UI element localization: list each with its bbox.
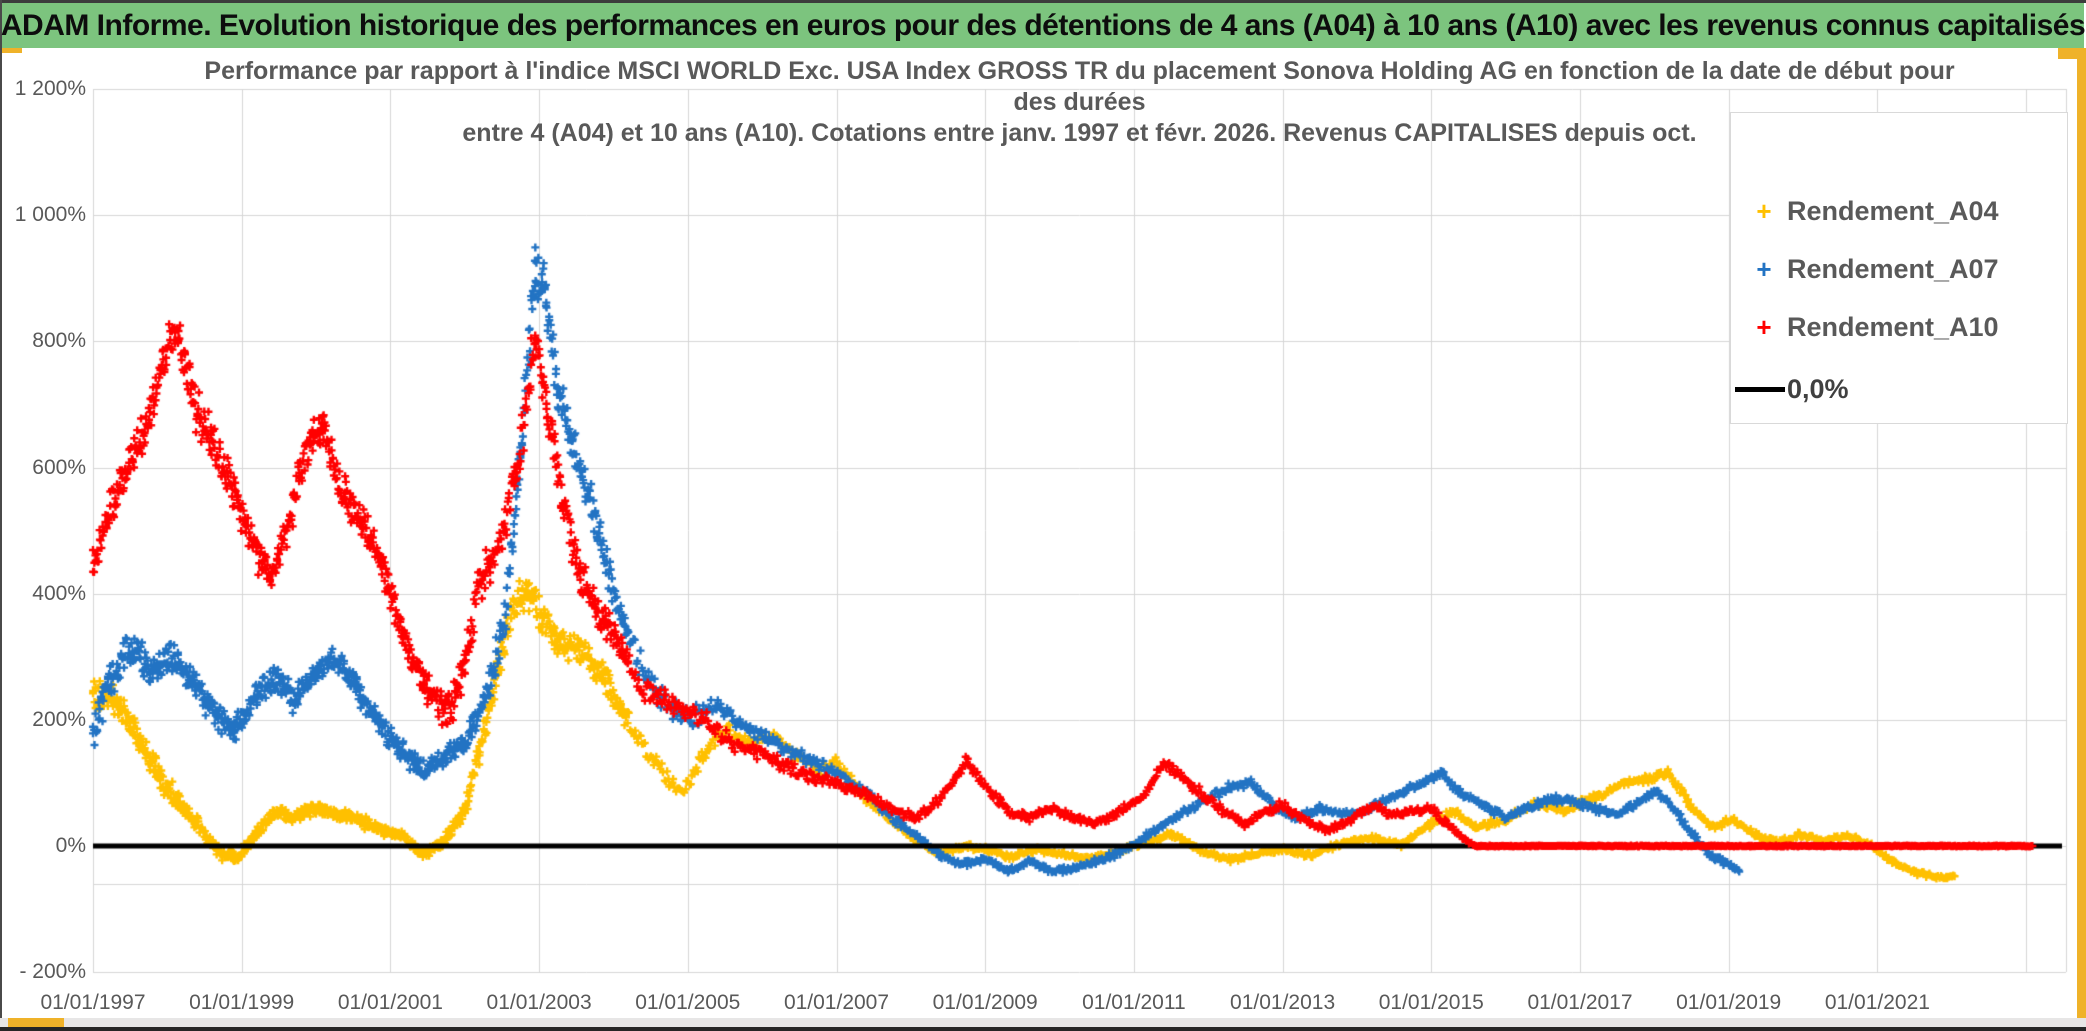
chart-title-line3: entre 4 (A04) et 10 ans (A10). Cotations… bbox=[462, 119, 1697, 147]
legend-label: Rendement_A07 bbox=[1787, 254, 1999, 284]
scrollbar-track[interactable] bbox=[0, 1018, 2086, 1027]
x-tick-label: 01/01/2019 bbox=[1676, 991, 1782, 1014]
plus-marker-icon: + bbox=[1756, 312, 1772, 342]
x-tick-label: 01/01/2013 bbox=[1230, 991, 1336, 1014]
y-tick-label: 1 000% bbox=[14, 203, 86, 227]
legend-item-rendement-a10: + Rendement_A10 bbox=[1731, 310, 2067, 344]
chart-title: Performance par rapport à l'indice MSCI … bbox=[93, 56, 2066, 149]
legend-item-rendement-a07: + Rendement_A07 bbox=[1731, 252, 2067, 286]
y-tick-label: 1 200% bbox=[14, 77, 86, 101]
legend-label: Rendement_A04 bbox=[1787, 196, 1999, 226]
chart-title-line1: Performance par rapport à l'indice MSCI … bbox=[204, 57, 1955, 85]
y-tick-label: 400% bbox=[32, 581, 86, 605]
x-tick-label: 01/01/2001 bbox=[337, 991, 443, 1014]
x-tick-label: 01/01/1997 bbox=[40, 991, 146, 1014]
y-tick-label: 600% bbox=[32, 455, 86, 479]
page-bottom-border bbox=[0, 1027, 2086, 1031]
x-tick-label: 01/01/2011 bbox=[1082, 991, 1186, 1014]
plus-marker-icon: + bbox=[1756, 196, 1772, 226]
x-tick-label: 01/01/2009 bbox=[932, 991, 1038, 1014]
legend-label: 0,0% bbox=[1787, 374, 1849, 404]
chart-title-line2: des durées bbox=[1013, 88, 1146, 116]
y-tick-label: 800% bbox=[32, 329, 86, 353]
x-tick-label: 01/01/2007 bbox=[783, 991, 890, 1014]
y-tick-label: 200% bbox=[32, 707, 86, 731]
x-tick-label: 01/01/2005 bbox=[635, 991, 741, 1014]
legend-label: Rendement_A10 bbox=[1787, 312, 1999, 342]
legend-item-0-0-: 0,0% bbox=[1731, 372, 2067, 406]
x-tick-label: 01/01/1999 bbox=[189, 991, 295, 1014]
x-tick-label: 01/01/2017 bbox=[1527, 991, 1633, 1014]
x-tick-label: 01/01/2015 bbox=[1378, 991, 1484, 1014]
zero-line-sample bbox=[1735, 387, 1785, 392]
legend-item-rendement-a04: + Rendement_A04 bbox=[1731, 194, 2067, 228]
x-tick-label: 01/01/2003 bbox=[486, 991, 592, 1014]
x-tick-label: 01/01/2021 bbox=[1824, 991, 1930, 1014]
y-tick-label: 0% bbox=[55, 834, 86, 857]
plus-marker-icon: + bbox=[1756, 254, 1772, 284]
chart-legend: + Rendement_A04 + Rendement_A07 + Rendement_A… bbox=[1730, 112, 2068, 424]
y-tick-label: - 200% bbox=[19, 960, 86, 984]
scrollbar-thumb[interactable] bbox=[8, 1018, 64, 1027]
